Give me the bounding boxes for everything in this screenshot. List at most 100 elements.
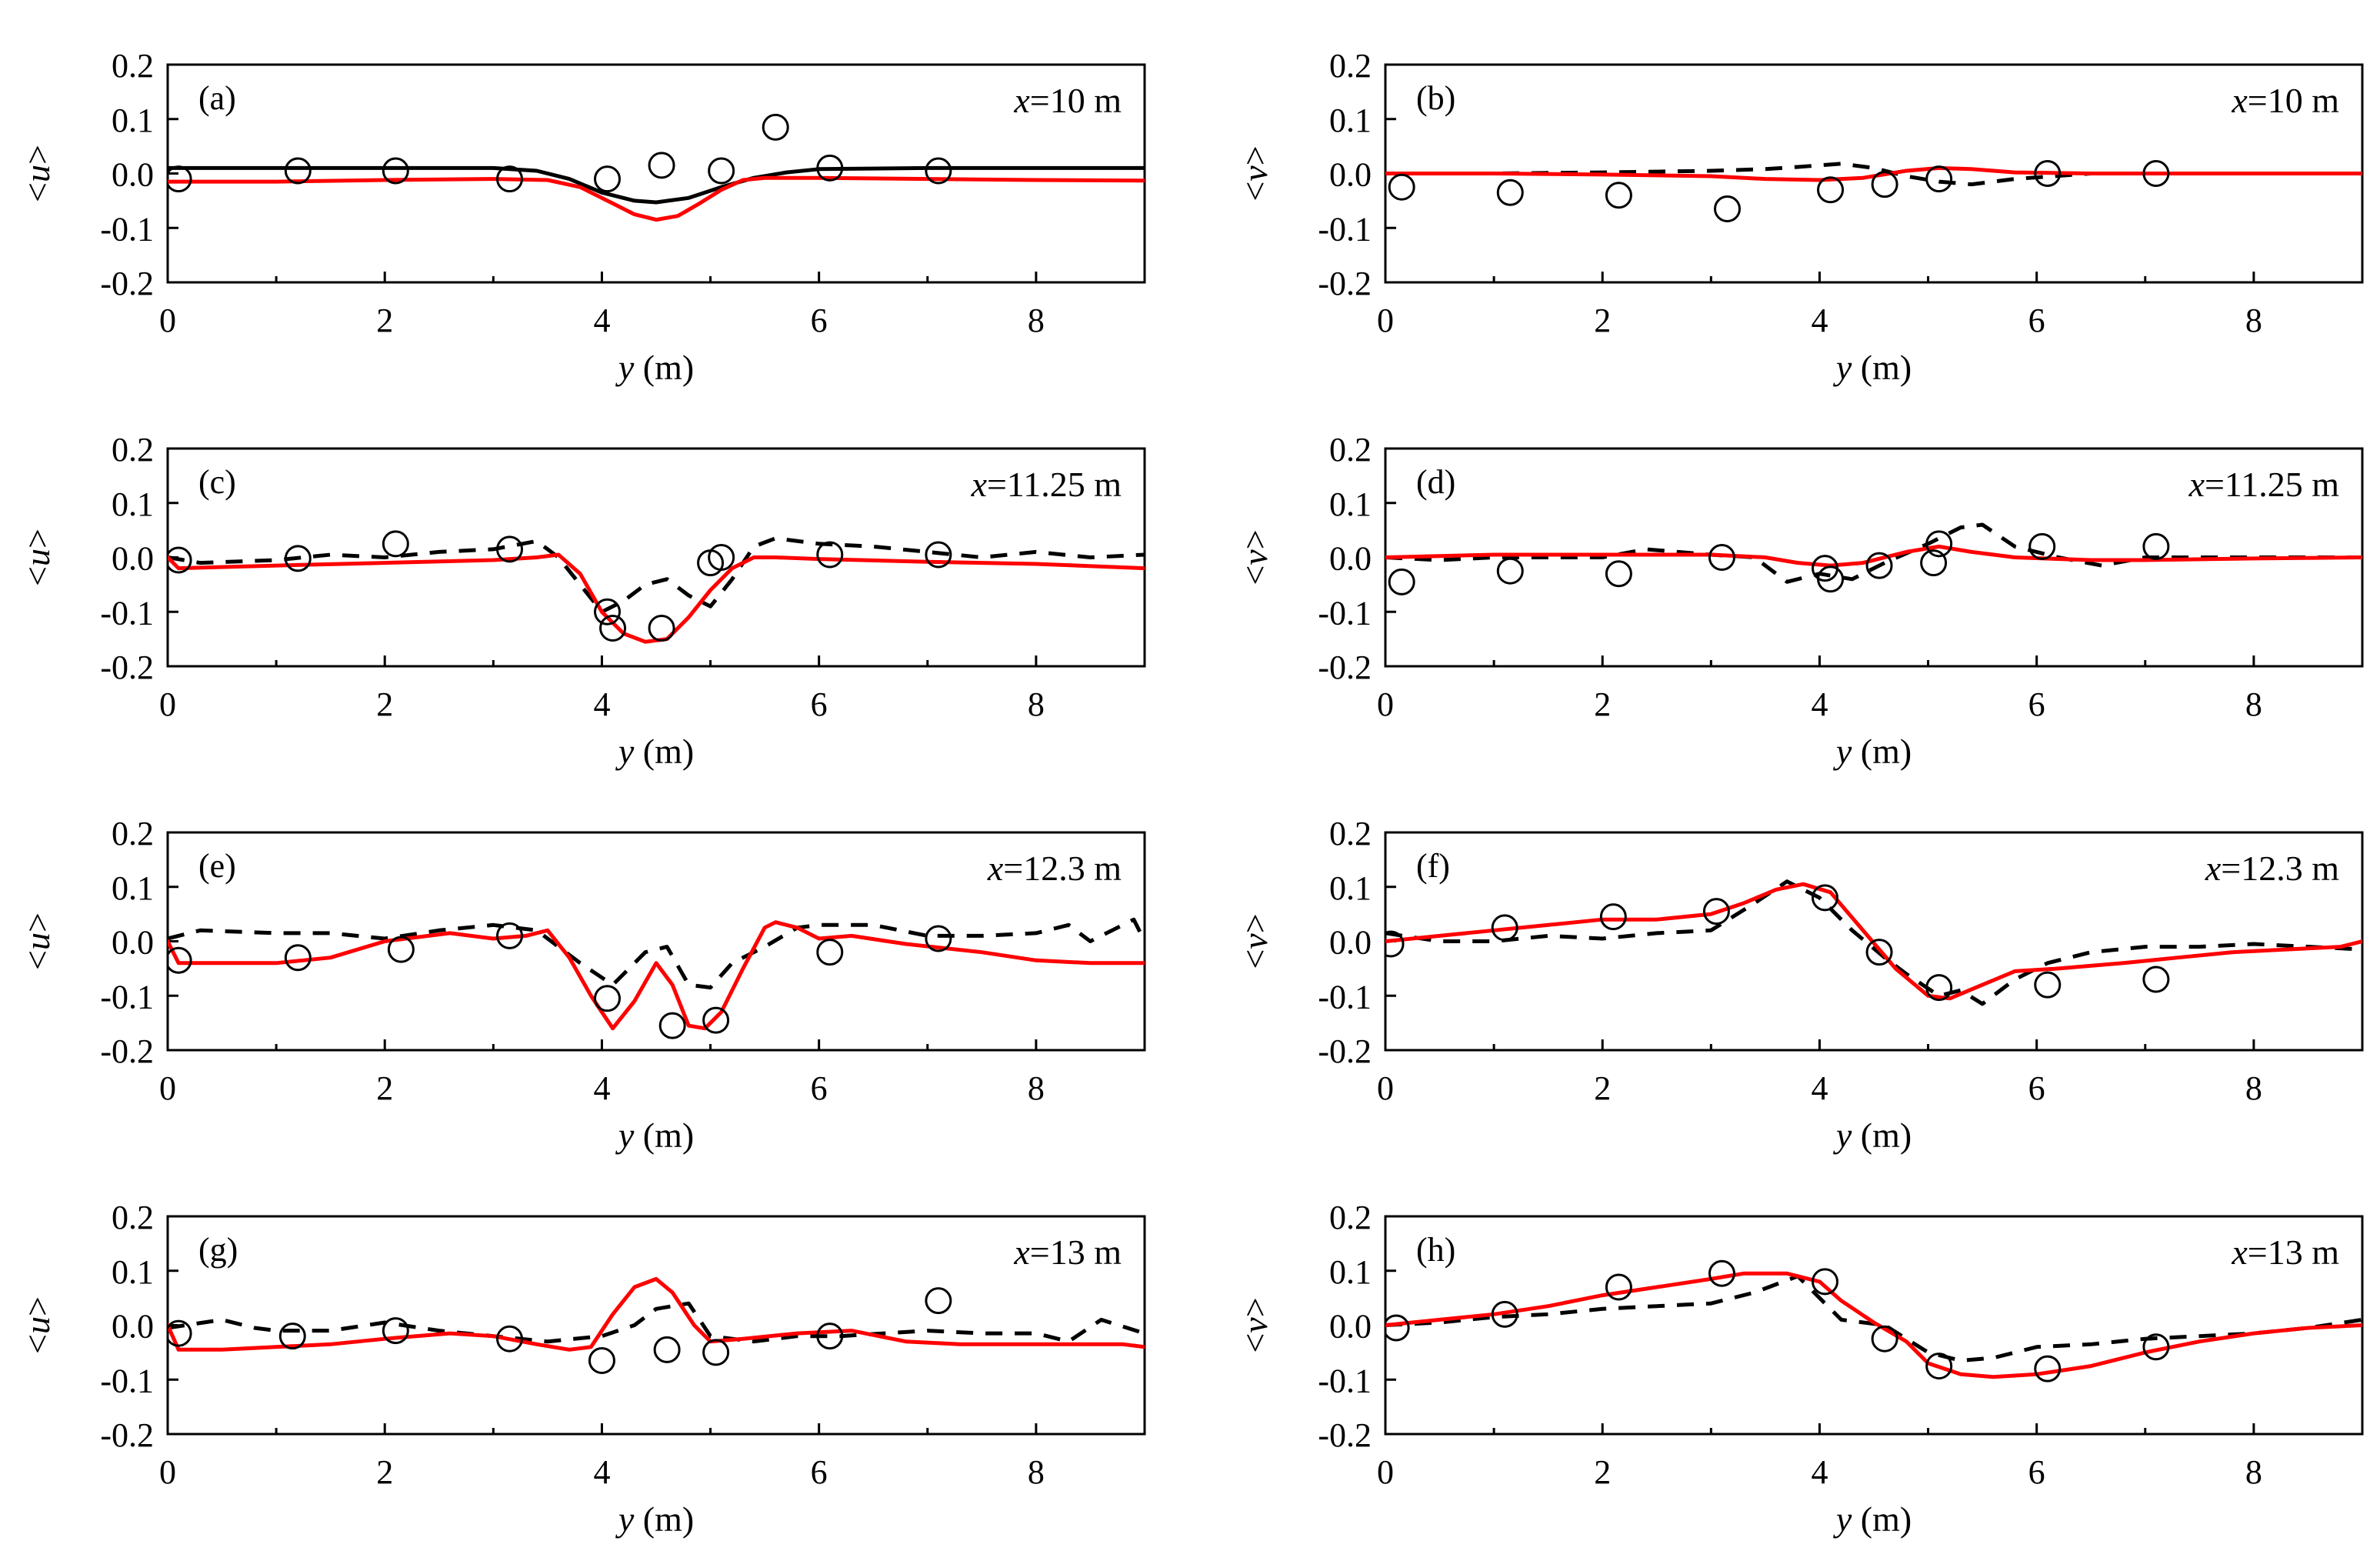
x-tick-label: 6 — [811, 302, 828, 339]
series-line-black-dashed — [168, 1301, 1145, 1344]
x-axis-title: y (m) — [615, 348, 694, 387]
x-tick-label: 6 — [2028, 302, 2045, 339]
y-tick-label: -0.2 — [1318, 1416, 1372, 1454]
x-tick-label: 0 — [1377, 685, 1394, 723]
x-axis-var: y — [615, 348, 635, 387]
location-label: x=11.25 m — [2188, 465, 2340, 504]
y-tick-label: 0.1 — [112, 102, 154, 139]
data-point-marker — [1871, 1325, 1898, 1353]
y-tick-label: 0.0 — [112, 1308, 154, 1346]
data-point-marker — [648, 152, 675, 179]
data-point-marker — [382, 530, 409, 558]
y-tick-label: 0.2 — [112, 47, 154, 85]
data-point-marker — [1496, 557, 1524, 585]
y-tick-label: 0.1 — [1329, 1253, 1372, 1291]
x-axis-unit: (m) — [1852, 1499, 1912, 1539]
data-point-marker — [1817, 176, 1845, 204]
data-point-marker — [594, 985, 621, 1012]
y-tick-label: 0.2 — [1329, 47, 1372, 85]
data-point-marker — [594, 165, 621, 193]
series-line-red-solid — [1385, 882, 2362, 1001]
x-axis-title: y (m) — [1833, 1499, 1912, 1539]
y-axis-title: <u> — [18, 145, 57, 202]
plot-frame — [166, 1215, 1146, 1436]
data-point-marker — [2034, 160, 2062, 187]
data-point-marker — [2142, 966, 2170, 993]
y-tick-label: 0.2 — [112, 431, 154, 469]
y-axis-title: <u> — [18, 912, 57, 970]
data-point-marker — [1385, 930, 1405, 958]
data-point-marker — [1812, 884, 1838, 912]
data-point-marker — [1385, 1314, 1410, 1342]
location-value: =10 m — [1030, 81, 1122, 120]
x-tick-label: 8 — [2245, 685, 2262, 723]
y-axis-var: v — [1235, 165, 1275, 182]
x-axis-var: y — [1833, 348, 1852, 387]
panel-label: (d) — [1416, 463, 1455, 501]
x-axis-title: y (m) — [1833, 732, 1912, 771]
data-layer — [168, 917, 1145, 1039]
chart-panel-a: 0.2 0.1 0.0 -0.1 -0.20 2 4 6 8 y (m) <u> (a) x=10 m — [18, 47, 1146, 387]
x-tick-label: 4 — [1811, 302, 1828, 339]
y-tick-label: -0.1 — [100, 1362, 154, 1399]
data-point-marker — [2028, 532, 2056, 560]
location-var: x — [971, 465, 988, 504]
x-tick-label: 4 — [1811, 1069, 1828, 1107]
data-point-marker — [925, 541, 952, 569]
y-tick-label: -0.2 — [1318, 265, 1372, 302]
location-label: x=12.3 m — [2205, 849, 2339, 888]
x-axis-var: y — [1833, 1116, 1852, 1155]
data-point-marker — [1920, 549, 1948, 577]
y-tick-label: -0.1 — [100, 978, 154, 1016]
chart-panel-f: 0.2 0.1 0.0 -0.1 -0.20 2 4 6 8 y (m) <v> (f) x=12.3 … — [1235, 815, 2364, 1155]
x-tick-label: 6 — [811, 685, 828, 723]
location-var: x — [2231, 81, 2248, 120]
series-line-red-solid — [168, 1276, 1145, 1352]
location-label: x=10 m — [1013, 81, 1122, 120]
y-axis-title: <v> — [1235, 145, 1275, 201]
chart-panel-g: 0.2 0.1 0.0 -0.1 -0.20 2 4 6 8 y (m) <u> (g) x=13 m — [18, 1199, 1146, 1539]
x-axis-var: y — [1833, 1499, 1852, 1539]
x-tick-label: 2 — [1594, 1069, 1611, 1107]
location-var: x — [1013, 1232, 1030, 1272]
y-tick-label: 0.2 — [1329, 815, 1372, 852]
y-tick-label: 0.1 — [112, 1253, 154, 1291]
x-axis-title: y (m) — [1833, 1116, 1912, 1155]
series-line-black-solid — [168, 165, 1145, 205]
y-tick-label: 0.0 — [1329, 924, 1372, 962]
data-point-marker — [496, 1325, 523, 1353]
chart-panel-b: 0.2 0.1 0.0 -0.1 -0.20 2 4 6 8 y (m) <v> (b) x=10 m — [1235, 47, 2364, 387]
data-point-marker — [2142, 532, 2170, 560]
location-value: =10 m — [2248, 81, 2339, 120]
location-value: =12.3 m — [2221, 849, 2339, 888]
x-tick-label: 8 — [1028, 1069, 1045, 1107]
data-point-marker — [1388, 568, 1415, 595]
y-axis-title: <v> — [1235, 913, 1275, 969]
x-axis-unit: (m) — [634, 1116, 694, 1155]
x-tick-label: 0 — [159, 1453, 176, 1491]
data-layer — [168, 113, 1145, 222]
y-tick-label: 0.1 — [112, 869, 154, 907]
data-point-marker — [382, 1317, 409, 1345]
x-tick-label: 6 — [811, 1453, 828, 1491]
data-point-marker — [278, 1323, 306, 1350]
location-var: x — [2188, 465, 2205, 504]
y-tick-label: 0.1 — [1329, 869, 1372, 907]
series-line-red-solid — [168, 920, 1145, 1031]
x-axis-unit: (m) — [634, 732, 694, 771]
x-tick-label: 4 — [593, 302, 610, 339]
y-tick-label: 0.0 — [112, 156, 154, 194]
y-tick-label: 0.2 — [1329, 1199, 1372, 1236]
data-point-marker — [284, 944, 312, 972]
y-tick-label: 0.0 — [1329, 156, 1372, 194]
x-tick-label: 8 — [1028, 302, 1045, 339]
data-point-marker — [168, 165, 192, 193]
y-tick-label: 0.1 — [1329, 102, 1372, 139]
y-axis-var: u — [18, 549, 57, 566]
data-layer — [168, 530, 1145, 644]
data-point-marker — [1925, 974, 1953, 1002]
data-point-marker — [816, 541, 844, 569]
data-point-marker — [1605, 560, 1632, 588]
y-axis-var: u — [18, 165, 57, 182]
x-tick-label: 6 — [811, 1069, 828, 1107]
